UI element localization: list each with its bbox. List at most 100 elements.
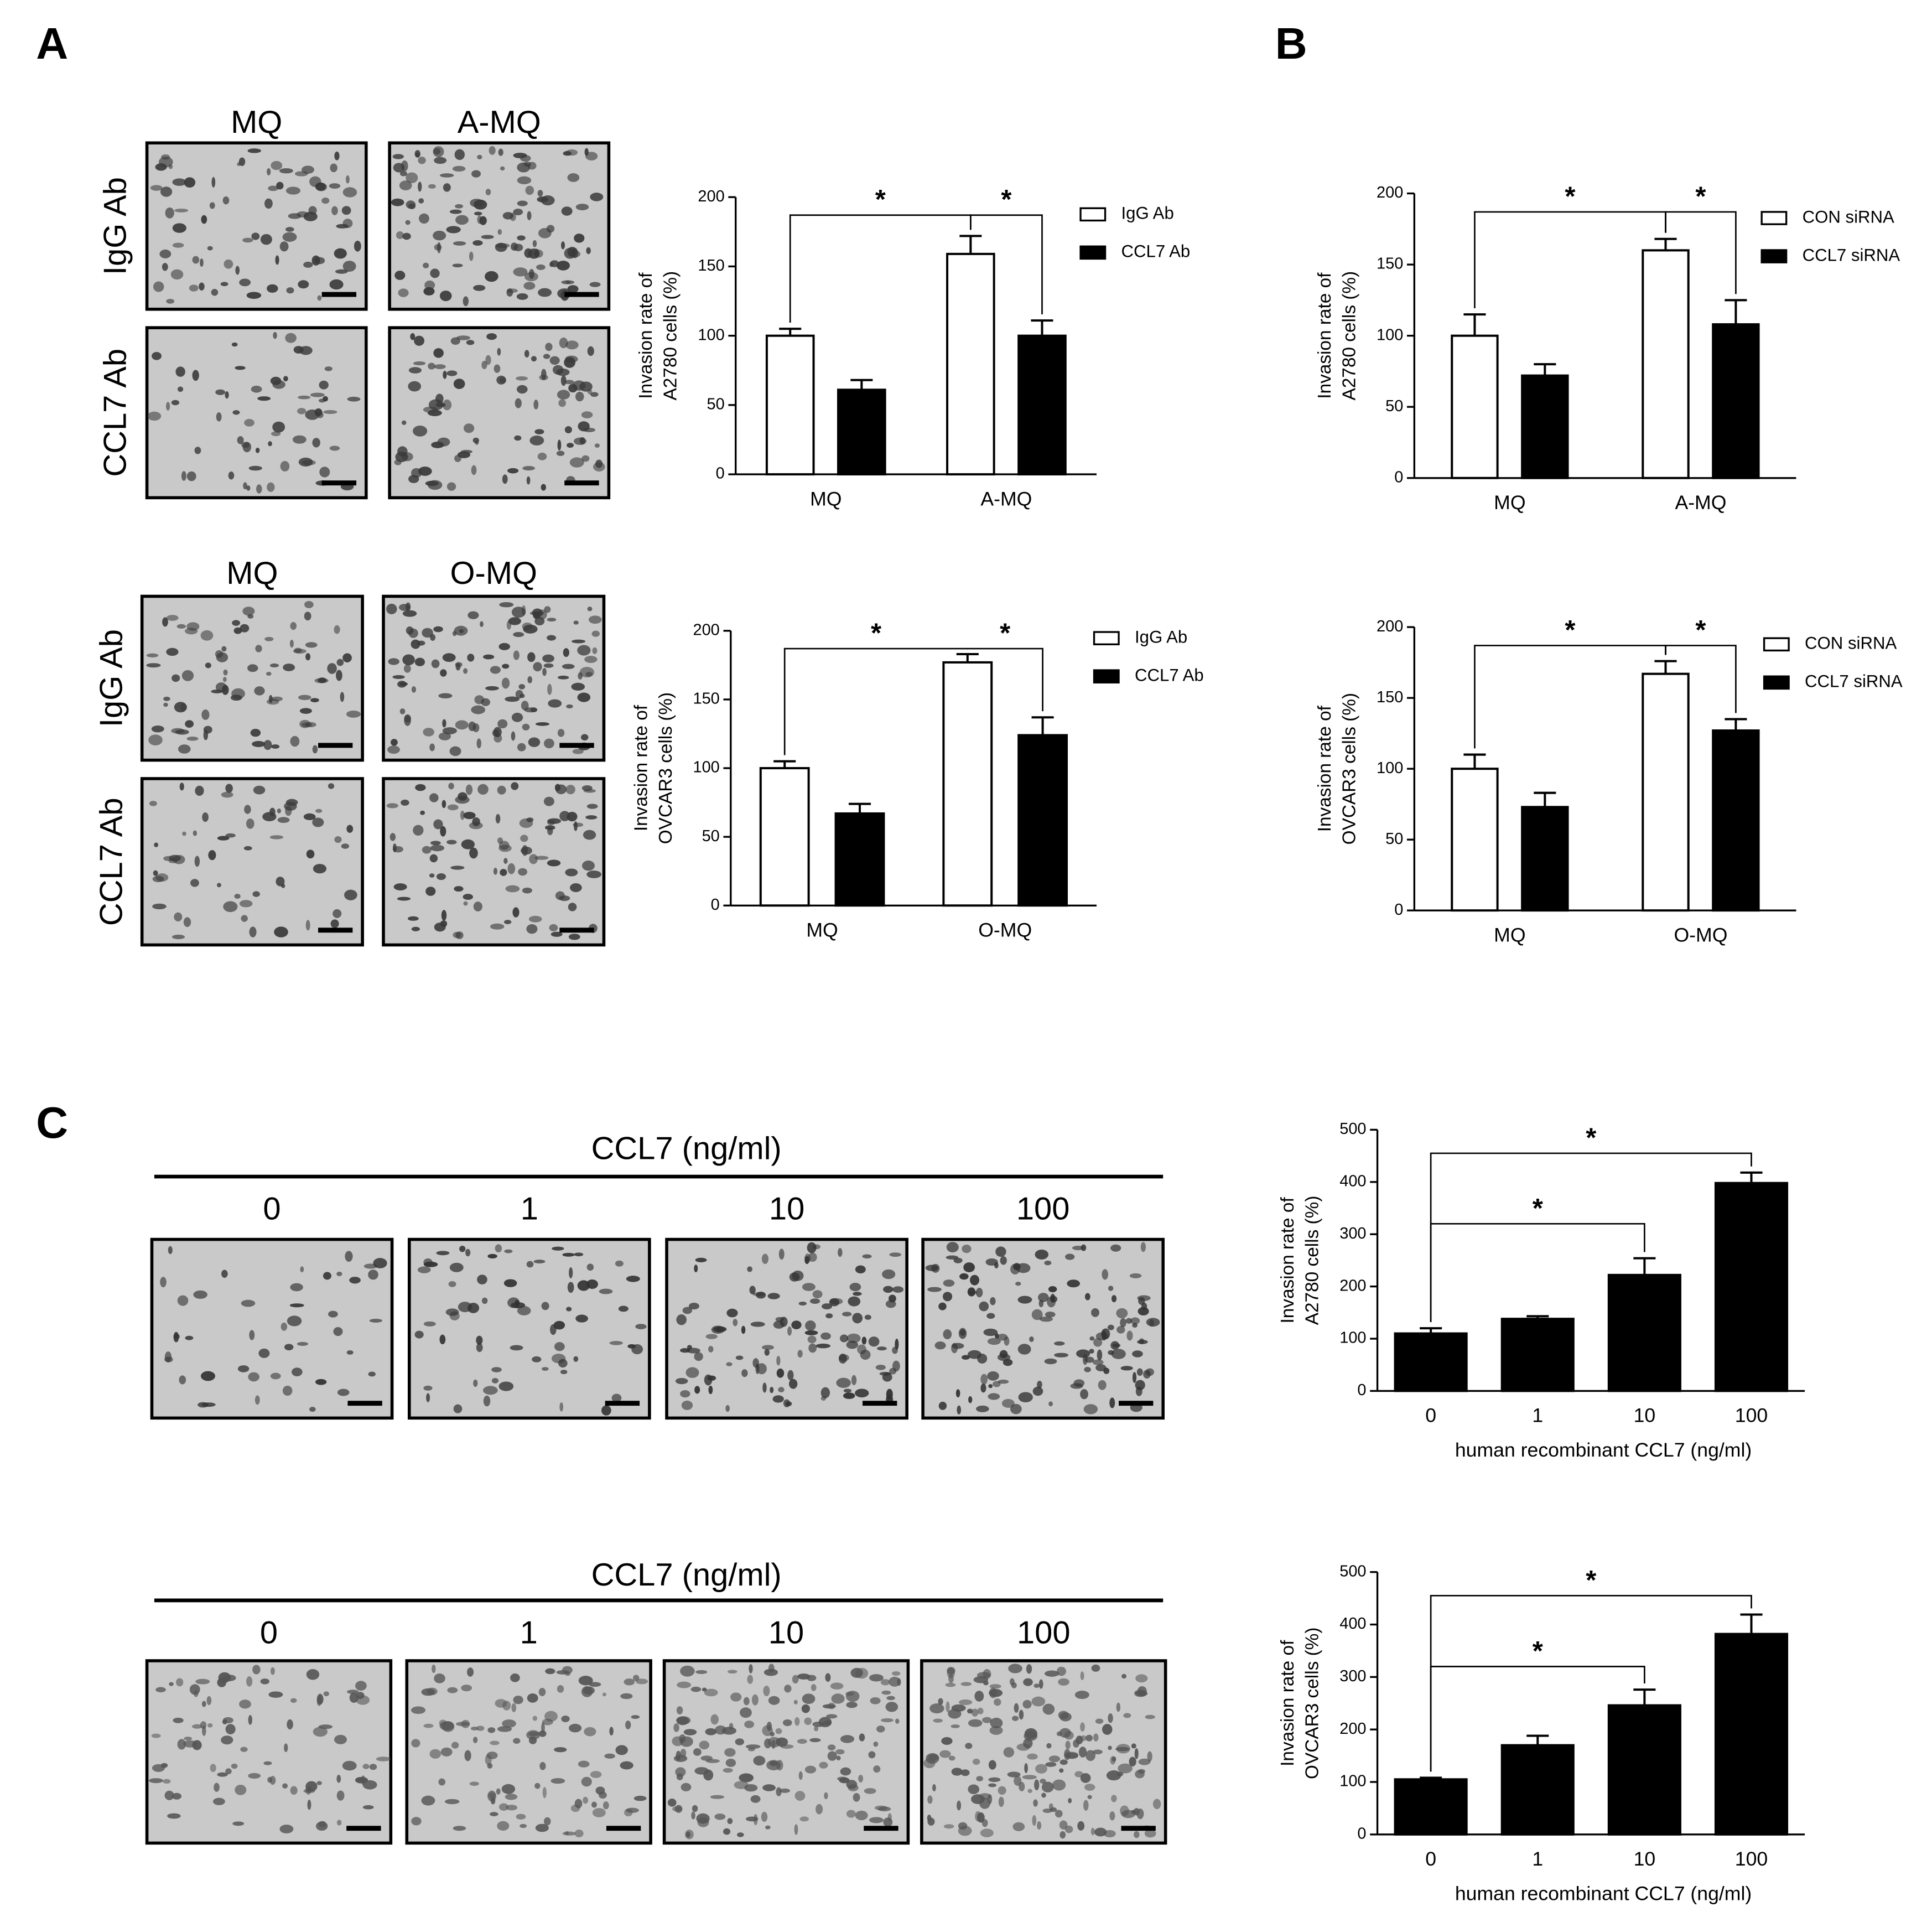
cell <box>318 1724 333 1729</box>
cell <box>417 1266 431 1273</box>
cell <box>673 1723 679 1732</box>
cell <box>440 669 447 677</box>
cell <box>1060 1759 1068 1765</box>
legend-swatch <box>1079 207 1107 222</box>
cell <box>1108 1745 1112 1750</box>
cell <box>286 287 294 294</box>
cell <box>750 1322 765 1327</box>
cell <box>271 696 283 702</box>
cell <box>589 1682 601 1687</box>
cell <box>567 247 578 257</box>
cell <box>938 1401 947 1410</box>
cell <box>503 1279 517 1287</box>
cell <box>1034 1779 1040 1791</box>
cell <box>401 420 407 425</box>
cell <box>1012 1716 1019 1721</box>
cell <box>972 1758 980 1765</box>
scale-bar <box>321 480 357 486</box>
cell <box>438 1778 446 1786</box>
y-tick-label: 0 <box>711 896 720 914</box>
cell <box>951 1724 960 1728</box>
cell <box>543 354 550 359</box>
cell <box>775 1317 785 1322</box>
cell <box>897 1678 901 1686</box>
cell <box>818 1717 832 1728</box>
cell <box>411 1706 426 1714</box>
cell <box>297 408 307 415</box>
cell <box>840 1767 851 1776</box>
cell <box>526 1261 534 1268</box>
cell <box>798 1301 807 1306</box>
cell <box>1107 1324 1114 1330</box>
cell <box>805 1320 816 1331</box>
cell <box>1026 1664 1032 1674</box>
cell <box>733 1319 738 1327</box>
cell <box>793 1700 798 1704</box>
cell <box>968 1784 980 1795</box>
cell <box>225 833 236 838</box>
cell <box>281 1322 288 1331</box>
cell <box>1055 1810 1063 1818</box>
cell <box>481 235 494 239</box>
cell <box>511 731 516 741</box>
cell <box>1126 1330 1133 1341</box>
cell <box>413 361 426 366</box>
cell <box>573 620 579 625</box>
cell <box>808 1343 817 1353</box>
cell <box>302 460 316 465</box>
cell <box>268 441 272 447</box>
cell <box>749 1664 753 1674</box>
cell <box>797 1739 807 1744</box>
cell <box>843 1388 852 1393</box>
y-tick-label: 150 <box>693 690 719 708</box>
cell <box>968 1396 973 1403</box>
cell <box>421 1795 435 1806</box>
cell <box>269 1776 276 1785</box>
cell <box>285 333 297 343</box>
cell <box>1083 1800 1089 1811</box>
cell <box>538 288 552 297</box>
cell <box>967 1708 973 1714</box>
cell <box>557 729 565 737</box>
y-tick-label: 200 <box>1339 1277 1366 1294</box>
cell <box>517 1305 531 1315</box>
cell <box>740 1707 752 1718</box>
cell <box>569 1267 573 1278</box>
cell <box>938 1698 943 1705</box>
cell <box>1092 1359 1104 1365</box>
y-tick-label: 200 <box>1377 184 1403 201</box>
cell <box>411 1817 422 1826</box>
cell <box>460 810 465 820</box>
cell <box>853 1292 862 1296</box>
cell <box>406 172 418 183</box>
y-axis-label: Invasion rate of <box>631 704 651 831</box>
cell <box>1015 1282 1021 1286</box>
cell <box>1138 1758 1151 1765</box>
cell <box>423 1723 434 1728</box>
cell <box>452 165 466 172</box>
cell <box>298 280 309 289</box>
cell <box>334 836 342 843</box>
bar <box>837 388 886 476</box>
cell <box>315 1379 327 1385</box>
cell <box>215 650 224 658</box>
y-tick-label: 200 <box>698 188 724 205</box>
cell <box>553 1320 565 1330</box>
cell <box>392 154 404 159</box>
cell <box>1059 1768 1064 1773</box>
cell <box>428 362 435 370</box>
cell <box>551 1354 566 1364</box>
row-label: CCL7 Ab <box>97 349 133 477</box>
cell <box>468 611 479 619</box>
cell <box>631 1344 643 1355</box>
cell <box>468 721 476 732</box>
cell <box>766 1760 781 1770</box>
cell <box>176 624 186 629</box>
cell <box>1024 1731 1038 1741</box>
cell <box>1076 1349 1090 1358</box>
cell <box>568 934 580 940</box>
cell <box>215 682 227 692</box>
cell <box>368 1371 376 1377</box>
cell <box>240 1747 248 1752</box>
cell <box>298 395 311 400</box>
